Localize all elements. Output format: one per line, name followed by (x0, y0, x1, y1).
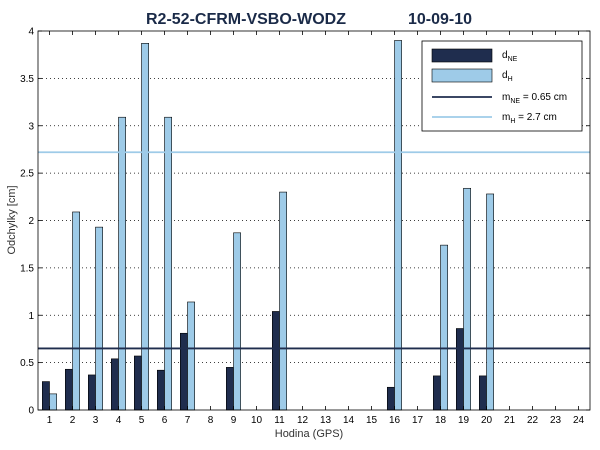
x-tick-label: 16 (389, 415, 401, 426)
legend-label-h: dH (502, 70, 513, 83)
x-tick-label: 9 (231, 415, 237, 426)
bar-h-9 (233, 232, 241, 411)
chart-title-left: R2-52-CFRM-VSBO-WODZ (146, 11, 346, 28)
y-tick-label: 1.5 (20, 263, 34, 274)
bar-h-5 (141, 43, 149, 411)
x-tick-label: 8 (208, 415, 214, 426)
x-axis-label: Hodina (GPS) (275, 428, 343, 440)
x-tick-label: 4 (116, 415, 122, 426)
x-tick-label: 6 (162, 415, 168, 426)
x-tick-label: 20 (481, 415, 493, 426)
bar-ne-1 (41, 381, 50, 411)
legend-ref-label-ne: mNE = 0.65 cm (502, 92, 567, 105)
x-tick-label: 2 (70, 415, 76, 426)
bar-ne-4 (111, 358, 119, 411)
bar-ne-5 (134, 355, 142, 411)
y-tick-label: 0 (28, 406, 34, 417)
x-tick-label: 17 (412, 415, 424, 426)
bar-h-16 (394, 40, 402, 411)
bar-h-2 (72, 211, 80, 411)
x-tick-label: 12 (297, 415, 309, 426)
x-tick-label: 23 (550, 415, 562, 426)
bar-ne-6 (157, 369, 165, 411)
bar-ne-16 (386, 386, 395, 411)
x-tick-label: 18 (435, 415, 447, 426)
x-tick-label: 14 (343, 415, 355, 426)
y-tick-label: 2 (28, 216, 34, 227)
bar-h-11 (279, 191, 287, 411)
bar-ne-20 (478, 375, 487, 411)
chart-title-right: 10-09-10 (408, 11, 472, 28)
legend-swatch-h (431, 68, 493, 83)
y-tick-label: 3.5 (20, 74, 34, 85)
bar-h-1 (49, 393, 57, 411)
x-tick-label: 10 (251, 415, 263, 426)
bar-ne-3 (88, 374, 96, 411)
legend-label-ne: dNE (502, 50, 518, 63)
x-tick-label: 11 (274, 415, 285, 426)
x-tick-label: 3 (93, 415, 99, 426)
y-axis-label: Odchylky [cm] (6, 185, 18, 254)
x-tick-label: 13 (320, 415, 332, 426)
bar-h-19 (463, 187, 471, 411)
x-tick-label: 15 (366, 415, 378, 426)
bar-h-3 (95, 226, 103, 411)
y-tick-label: 3 (28, 121, 34, 132)
bar-ne-18 (432, 375, 441, 411)
bar-h-4 (118, 116, 126, 411)
bar-ne-19 (455, 328, 464, 411)
x-tick-label: 1 (47, 415, 53, 426)
legend-ref-label-h: mH = 2.7 cm (502, 112, 557, 125)
bar-ne-11 (271, 311, 280, 411)
bar-h-6 (164, 116, 172, 411)
bar-ne-7 (180, 332, 188, 411)
x-tick-label: 22 (527, 415, 539, 426)
bar-h-7 (187, 301, 195, 411)
x-tick-label: 19 (458, 415, 470, 426)
x-tick-label: 21 (504, 415, 516, 426)
y-tick-label: 4 (28, 27, 34, 38)
bar-ne-9 (226, 367, 234, 411)
plot-area: 00.511.522.533.541 2 3 4 5 6 7 8 9 10 11 12 13 14 15 16… (20, 27, 591, 426)
y-tick-label: 0.5 (20, 358, 34, 369)
y-tick-label: 2.5 (20, 169, 34, 180)
x-tick-label: 5 (139, 415, 145, 426)
y-tick-label: 1 (28, 311, 34, 322)
bar-h-18 (440, 244, 448, 411)
x-tick-label: 24 (573, 415, 585, 426)
legend-swatch-ne (431, 48, 493, 63)
bar-h-20 (486, 193, 494, 411)
x-tick-label: 7 (185, 415, 191, 426)
bar-ne-2 (65, 368, 73, 411)
